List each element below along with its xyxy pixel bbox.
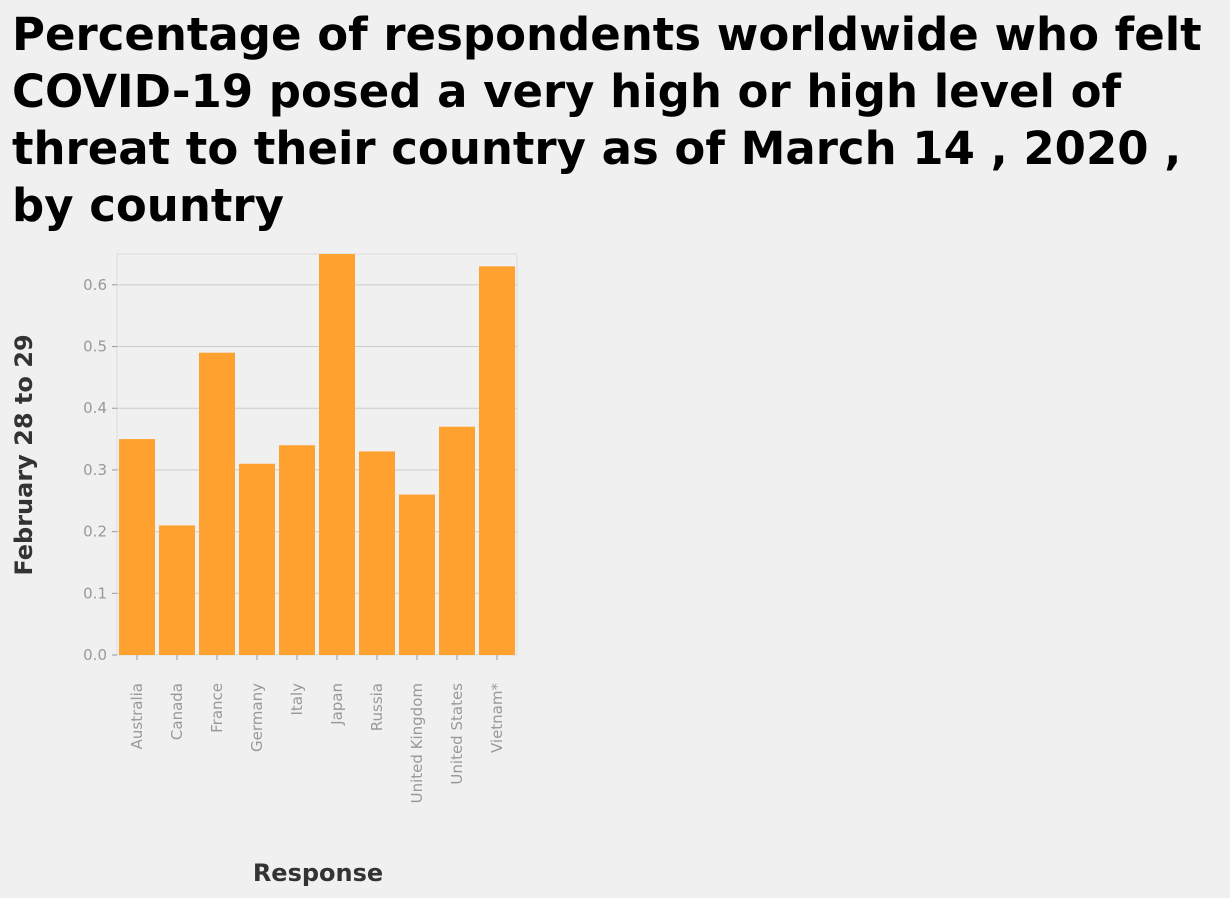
x-axis-label: Response bbox=[252, 859, 384, 887]
chart-title: Percentage of respondents worldwide who … bbox=[12, 8, 1202, 232]
bar-russia bbox=[359, 451, 395, 655]
bar-canada bbox=[159, 525, 195, 655]
y-tick-label: 0.1 bbox=[83, 584, 107, 602]
bar-france bbox=[199, 352, 235, 655]
x-tick-label: Russia bbox=[368, 683, 386, 731]
y-tick-label: 0.4 bbox=[83, 399, 107, 417]
y-tick-label: 0.0 bbox=[83, 646, 107, 664]
bar-australia bbox=[119, 439, 155, 655]
bar-italy bbox=[279, 445, 315, 655]
bar-united-kingdom bbox=[399, 494, 435, 655]
y-tick-label: 0.6 bbox=[83, 276, 107, 294]
x-tick-label: United States bbox=[448, 683, 466, 785]
x-tick-label: Vietnam* bbox=[488, 683, 506, 754]
bar-vietnam bbox=[479, 266, 515, 655]
x-tick-label: Australia bbox=[128, 683, 146, 749]
bar-japan bbox=[319, 254, 355, 655]
x-tick-label: Canada bbox=[168, 683, 186, 740]
y-tick-label: 0.2 bbox=[83, 523, 107, 541]
x-tick-label: Italy bbox=[288, 683, 306, 716]
y-tick-label: 0.5 bbox=[83, 338, 107, 356]
x-tick-label: United Kingdom bbox=[408, 683, 426, 803]
y-ticks: 0.0 0.1 0.2 0.3 0.4 0.5 0.6 bbox=[83, 276, 117, 664]
x-tick-label: Japan bbox=[328, 683, 346, 726]
bar-united-states bbox=[439, 426, 475, 655]
bars bbox=[119, 254, 515, 655]
x-ticks: Australia Canada France Germany Italy Japan Ru… bbox=[128, 655, 506, 803]
x-tick-label: France bbox=[208, 683, 226, 733]
x-tick-label: Germany bbox=[248, 683, 266, 752]
y-tick-label: 0.3 bbox=[83, 461, 107, 479]
y-axis-label: February 28 to 29 bbox=[10, 334, 38, 576]
bar-germany bbox=[239, 463, 275, 655]
